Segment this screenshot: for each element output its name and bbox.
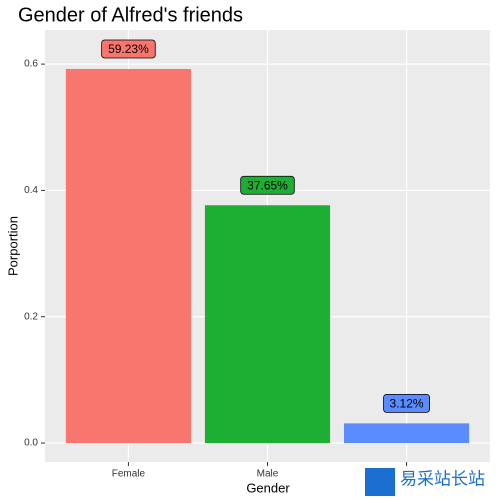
x-tick-label: Female bbox=[112, 469, 146, 480]
value-label-group: 59.23% bbox=[101, 39, 156, 59]
y-axis-title: Porportion bbox=[5, 216, 20, 276]
value-label-group: 37.65% bbox=[240, 175, 295, 195]
chart-title: Gender of Alfred's friends bbox=[18, 4, 243, 26]
value-label-box bbox=[240, 175, 295, 195]
bar bbox=[343, 423, 470, 444]
bar bbox=[65, 68, 192, 444]
value-label-box bbox=[101, 39, 156, 59]
value-label: 37.65% bbox=[247, 178, 288, 192]
x-tick-label: Male bbox=[257, 469, 279, 480]
y-tick-label: 0.2 bbox=[24, 311, 38, 322]
bar bbox=[204, 205, 331, 444]
watermark-icon bbox=[365, 468, 395, 496]
x-axis-title: Gender bbox=[246, 480, 290, 495]
y-tick-label: 0.4 bbox=[24, 185, 38, 196]
value-label-box bbox=[383, 393, 430, 413]
value-label: 59.23% bbox=[108, 42, 149, 56]
value-label-group: 3.12% bbox=[383, 393, 430, 413]
value-label: 3.12% bbox=[390, 397, 424, 411]
y-tick-label: 0.0 bbox=[24, 438, 38, 449]
y-tick-label: 0.6 bbox=[24, 59, 38, 70]
watermark: 易采站长站 bbox=[400, 469, 485, 488]
